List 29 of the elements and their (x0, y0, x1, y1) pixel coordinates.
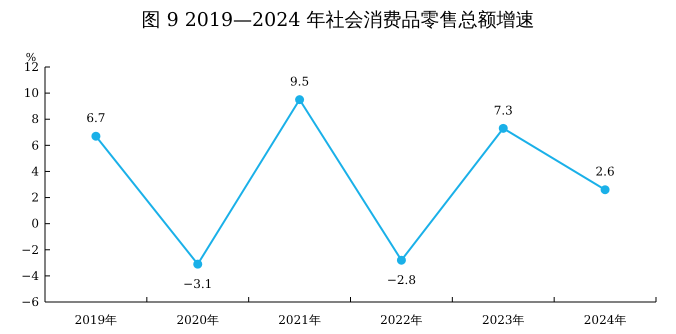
point (396, 256, 406, 265)
y-tick-label: 6 (31, 138, 39, 152)
y-tick-label: 8 (31, 112, 39, 126)
y-tick-label: 10 (24, 86, 39, 100)
point (91, 132, 100, 141)
chart-title: 图 9 2019—2024 年社会消费品零售总额增速 (142, 9, 534, 31)
point (498, 124, 508, 133)
x-tick-label: 2022年 (380, 313, 423, 327)
x-tick-label: 2023年 (482, 313, 525, 327)
y-tick-label: 2 (31, 190, 39, 205)
data-label: 7.3 (494, 103, 513, 118)
y-tick-label: −2 (21, 242, 39, 257)
point (600, 185, 610, 194)
x-tick-label: 2020年 (176, 313, 220, 327)
x-tick-label: 2021年 (278, 313, 321, 327)
y-tick-label: −4 (21, 268, 40, 283)
data-label: −2.8 (386, 273, 416, 288)
y-tick-label: −6 (21, 295, 39, 309)
x-tick-label: 2024年 (584, 313, 626, 327)
data-label: 6.7 (86, 111, 106, 126)
data-label: 2.6 (596, 164, 615, 179)
y-tick-label: 12 (24, 60, 39, 74)
data-label: 9.5 (290, 74, 310, 89)
x-tick-label: 2019年 (74, 313, 118, 327)
point (193, 260, 202, 269)
y-tick-label: 0 (31, 216, 39, 231)
y-tick-label: 4 (31, 164, 40, 178)
point (295, 95, 304, 104)
data-label: −3.1 (183, 277, 212, 292)
